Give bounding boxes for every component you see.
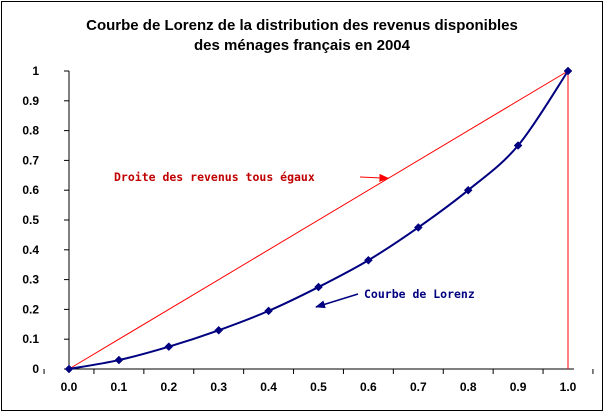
y-tick-label: 0.1 [22,332,39,346]
x-tick-label: 0.0 [61,380,78,394]
lorenz-point [314,282,323,292]
lorenz-point [264,306,273,316]
x-tick-label: 0.9 [510,380,527,394]
x-tick-label: 0.2 [160,380,177,394]
chart-title-line-2: des ménages français en 2004 [194,37,411,54]
lorenz-point [513,141,523,150]
x-tick-label: 0.8 [460,380,477,394]
annotation-lorenz-arrow [315,293,359,309]
y-tick-label: 1 [32,64,39,78]
annotations: Droite des revenus tous égaux Courbe de … [114,170,475,309]
axes [65,71,574,370]
x-tick-label: 0.4 [260,380,277,394]
lorenz-point [164,342,174,352]
x-tick-label: 0.1 [111,380,128,394]
y-tick-label: 0.6 [22,183,39,197]
y-tick-label: 0.5 [22,213,39,227]
annotation-equality-arrow [359,173,390,182]
lorenz-point [114,355,124,365]
annotation-equality-label: Droite des revenus tous égaux [114,170,315,184]
chart-title-line-1: Courbe de Lorenz de la distribution des … [86,17,518,34]
y-ticks: 0 0.1 0.2 0.3 0.4 0.5 0.6 0.7 0.8 0.9 1 [22,64,69,376]
y-tick-label: 0.7 [22,153,39,167]
x-tick-label: 0.6 [360,380,377,394]
x-tick-label: 0.5 [310,380,327,394]
x-ticks: 0.0 0.1 0.2 0.3 0.4 0.5 0.6 0.7 0.8 0.9 1.0 [43,369,594,394]
series-layer [64,66,573,374]
lorenz-point [563,66,573,76]
lorenz-point [64,364,74,374]
lorenz-point [413,223,423,232]
lorenz-curve [68,70,569,370]
lorenz-point [463,185,473,195]
annotation-lorenz-label: Courbe de Lorenz [364,287,475,301]
y-tick-label: 0.2 [22,302,39,316]
y-tick-label: 0.4 [22,243,39,257]
y-tick-label: 0.8 [22,124,39,138]
y-tick-label: 0 [32,362,39,376]
x-tick-label: 0.3 [210,380,227,394]
y-tick-label: 0.3 [22,273,39,287]
x-tick-label: 1.0 [560,380,577,394]
y-tick-label: 0.9 [22,94,39,108]
x-tick-label: 0.7 [410,380,427,394]
lorenz-point [364,255,373,265]
lorenz-point [214,325,224,335]
equality-line [68,70,569,370]
